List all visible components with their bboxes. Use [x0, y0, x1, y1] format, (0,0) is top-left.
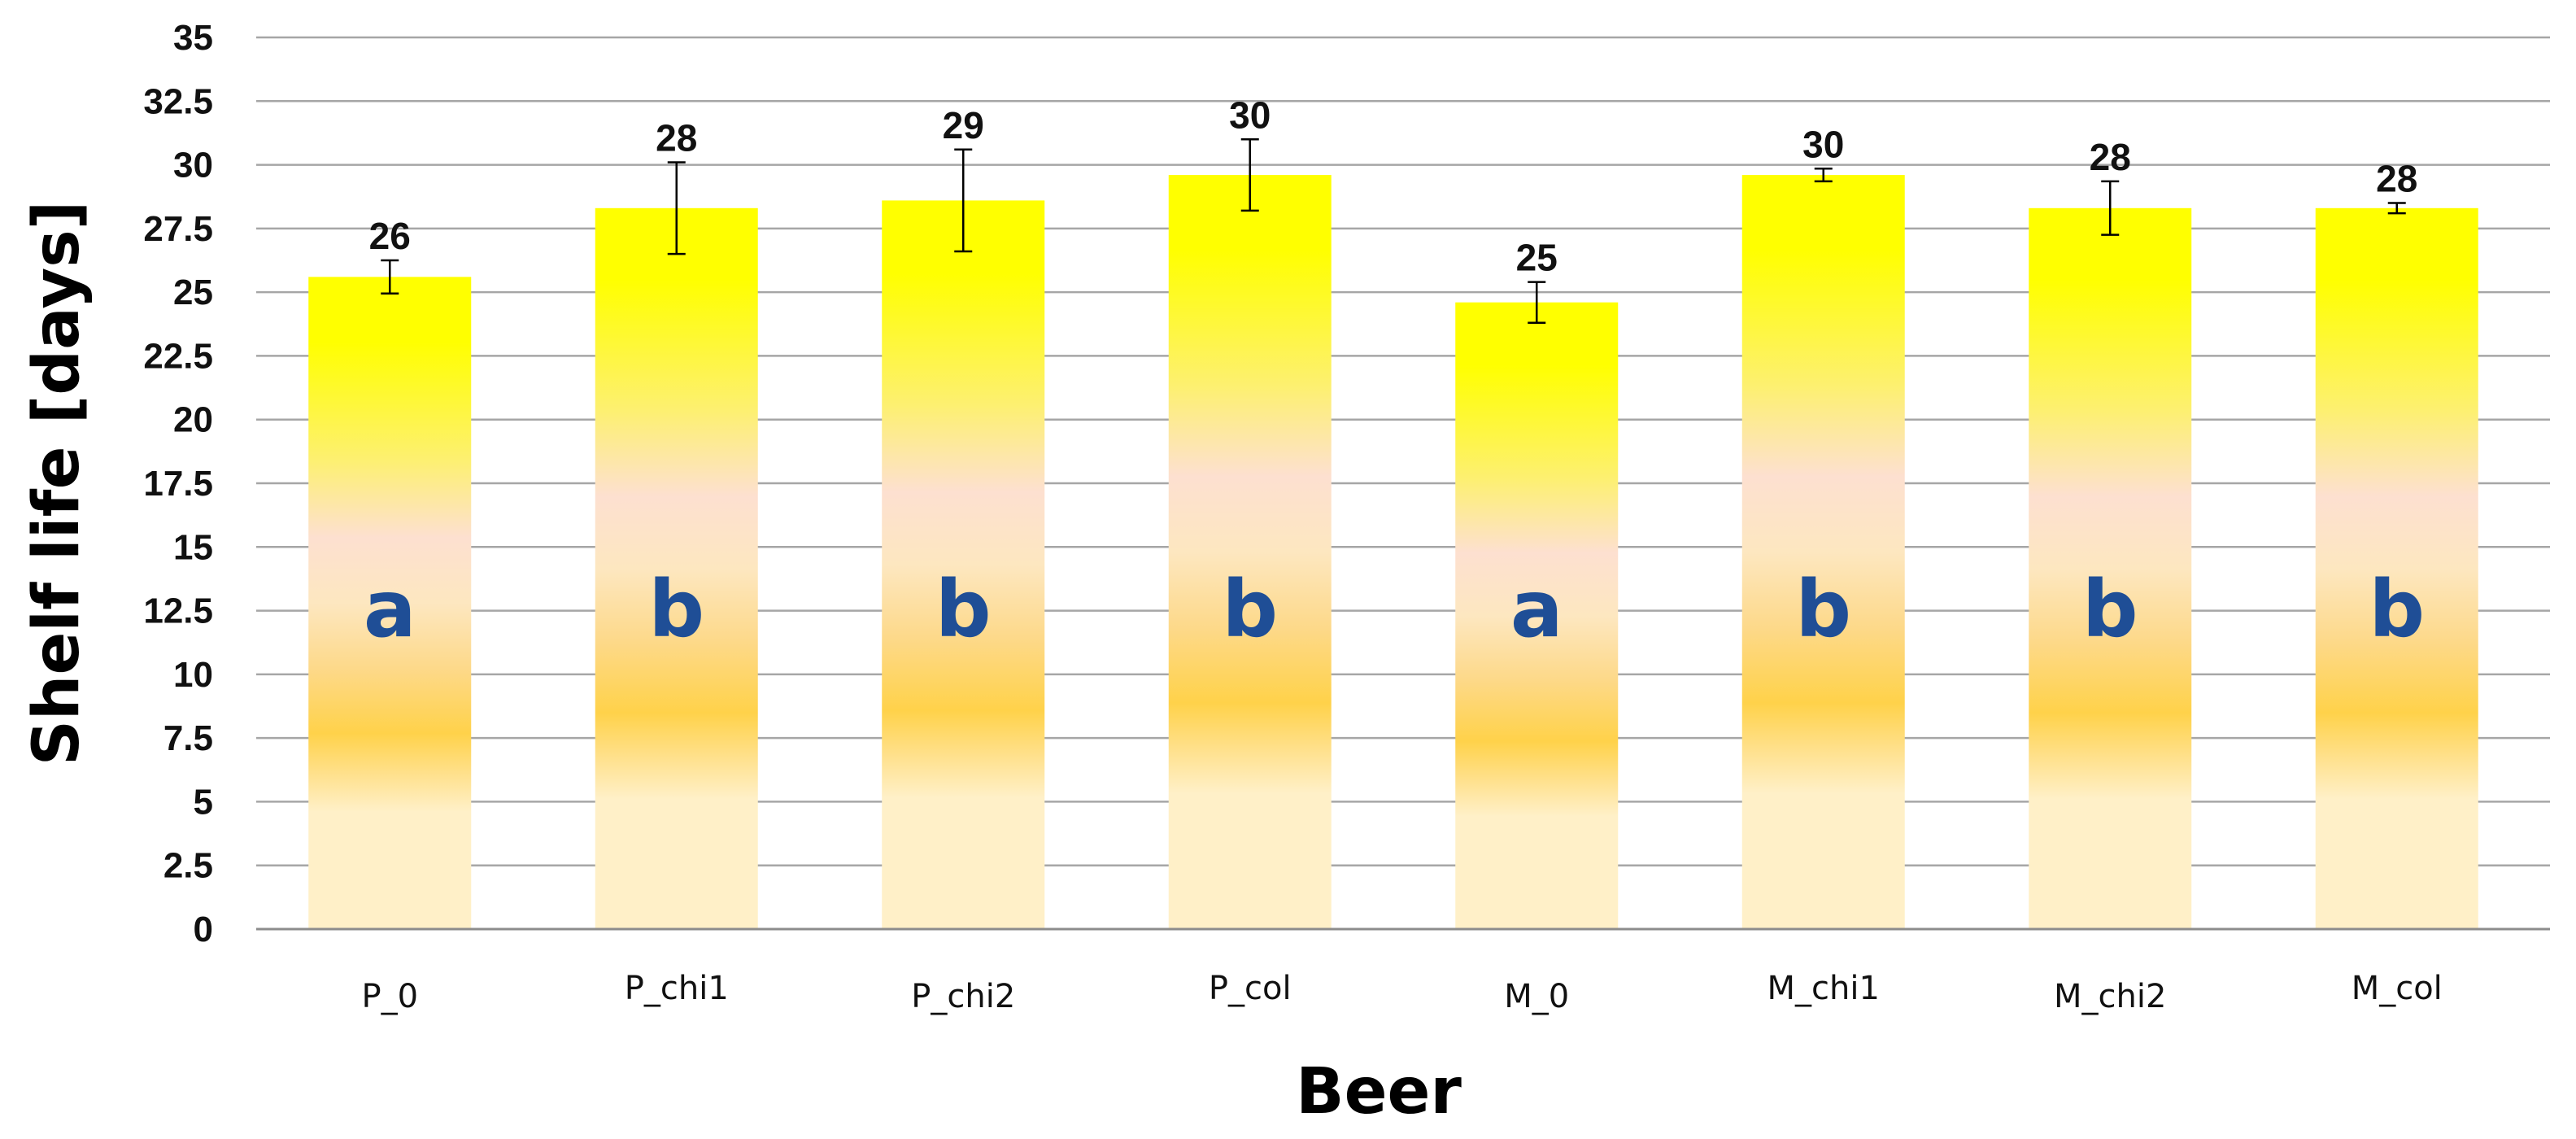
y-tick-label: 15	[173, 527, 213, 567]
error-bar	[2101, 180, 2120, 236]
significance-letter: b	[1222, 564, 1278, 655]
bar-m-chi2	[2029, 207, 2192, 929]
data-label: 30	[1229, 94, 1271, 136]
y-tick-label: 2.5	[163, 846, 213, 886]
bar-p-0	[308, 277, 472, 930]
data-label: 28	[656, 116, 697, 159]
y-axis-ticks: 0 2.5 5 7.5 10 12.5 15 17.5 20 22.5 25 27.5 30 32.5 35	[143, 18, 213, 949]
bar-m-col	[2315, 207, 2478, 929]
bars	[308, 175, 2478, 930]
error-bar	[2387, 202, 2406, 215]
significance-letter: b	[935, 564, 992, 655]
y-tick-label: 30	[173, 146, 213, 185]
error-bar	[954, 148, 973, 253]
y-tick-label: 27.5	[143, 209, 213, 249]
x-tick-label: P_col	[1209, 970, 1292, 1007]
bar-p-chi1	[595, 207, 758, 929]
bar-m-0	[1455, 302, 1619, 929]
y-tick-label: 32.5	[143, 81, 213, 121]
y-tick-label: 25	[173, 273, 213, 312]
bar-p-chi2	[882, 200, 1045, 929]
error-bar	[667, 161, 686, 255]
y-tick-label: 10	[173, 655, 213, 695]
data-label: 25	[1516, 237, 1558, 279]
y-tick-label: 5	[194, 782, 213, 822]
x-tick-label: P_chi1	[625, 970, 729, 1007]
x-tick-label: P_chi2	[911, 978, 1015, 1015]
data-label: 28	[2090, 136, 2131, 178]
significance-letter: b	[2369, 564, 2425, 655]
y-tick-label: 7.5	[163, 718, 213, 758]
error-bars	[381, 138, 2406, 324]
data-label: 26	[369, 215, 411, 257]
error-bar	[1240, 138, 1259, 212]
y-tick-label: 35	[173, 18, 213, 58]
significance-letter: b	[2082, 564, 2138, 655]
x-axis-title: Beer	[1296, 1055, 1462, 1128]
error-bar	[1814, 168, 1833, 183]
x-tick-label: M_0	[1504, 978, 1569, 1015]
data-label: 28	[2376, 158, 2417, 200]
bar-m-chi1	[1741, 175, 1905, 929]
x-tick-label: M_col	[2352, 970, 2443, 1007]
y-tick-label: 22.5	[143, 336, 213, 376]
y-tick-label: 20	[173, 400, 213, 440]
data-label: 29	[943, 104, 984, 146]
data-labels: 26 28 29 30 25 30 28 28	[369, 94, 2418, 278]
x-tick-label: M_chi2	[2054, 978, 2166, 1015]
y-tick-label: 12.5	[143, 591, 213, 631]
x-tick-label: M_chi1	[1767, 970, 1880, 1007]
error-bar	[1528, 281, 1546, 324]
x-axis-ticks: P_0 P_chi1 P_chi2 P_col M_0 M_chi1 M_chi2 M_col	[361, 970, 2442, 1015]
significance-letter: a	[1510, 564, 1563, 655]
y-tick-label: 17.5	[143, 464, 213, 504]
y-tick-label: 0	[194, 910, 213, 949]
data-label: 30	[1802, 123, 1844, 165]
x-tick-label: P_0	[361, 978, 418, 1015]
y-axis-title: Shelf life [days]	[20, 201, 94, 766]
significance-letter: b	[1795, 564, 1851, 655]
significance-letter: a	[364, 564, 416, 655]
error-bar	[381, 259, 399, 295]
significance-letter: b	[648, 564, 704, 655]
bar-p-col	[1168, 175, 1332, 929]
